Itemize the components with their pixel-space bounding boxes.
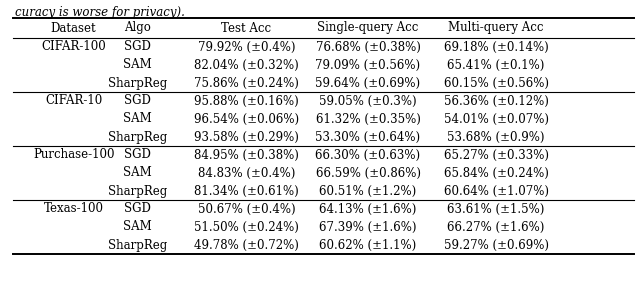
Text: 59.64% (±0.69%): 59.64% (±0.69%) — [316, 77, 420, 89]
Text: 61.32% (±0.35%): 61.32% (±0.35%) — [316, 113, 420, 126]
Text: Test Acc: Test Acc — [221, 21, 271, 34]
Text: Dataset: Dataset — [51, 21, 97, 34]
Text: SAM: SAM — [124, 113, 152, 126]
Text: 63.61% (±1.5%): 63.61% (±1.5%) — [447, 203, 545, 216]
Text: 75.86% (±0.24%): 75.86% (±0.24%) — [194, 77, 299, 89]
Text: 53.30% (±0.64%): 53.30% (±0.64%) — [316, 130, 420, 143]
Text: SGD: SGD — [124, 40, 151, 53]
Text: 67.39% (±1.6%): 67.39% (±1.6%) — [319, 220, 417, 233]
Text: 69.18% (±0.14%): 69.18% (±0.14%) — [444, 40, 548, 53]
Text: CIFAR-10: CIFAR-10 — [45, 94, 102, 108]
Text: Texas-100: Texas-100 — [44, 203, 104, 216]
Text: 66.30% (±0.63%): 66.30% (±0.63%) — [316, 148, 420, 162]
Text: 66.59% (±0.86%): 66.59% (±0.86%) — [316, 167, 420, 179]
Text: 49.78% (±0.72%): 49.78% (±0.72%) — [194, 238, 299, 252]
Text: 56.36% (±0.12%): 56.36% (±0.12%) — [444, 94, 548, 108]
Text: curacy is worse for privacy).: curacy is worse for privacy). — [15, 6, 185, 19]
Text: 66.27% (±1.6%): 66.27% (±1.6%) — [447, 220, 545, 233]
Text: 51.50% (±0.24%): 51.50% (±0.24%) — [194, 220, 299, 233]
Text: 65.27% (±0.33%): 65.27% (±0.33%) — [444, 148, 548, 162]
Text: 53.68% (±0.9%): 53.68% (±0.9%) — [447, 130, 545, 143]
Text: SGD: SGD — [124, 94, 151, 108]
Text: SharpReg: SharpReg — [108, 238, 167, 252]
Text: 81.34% (±0.61%): 81.34% (±0.61%) — [194, 184, 299, 198]
Text: SAM: SAM — [124, 59, 152, 72]
Text: 65.41% (±0.1%): 65.41% (±0.1%) — [447, 59, 545, 72]
Text: 60.51% (±1.2%): 60.51% (±1.2%) — [319, 184, 417, 198]
Text: SharpReg: SharpReg — [108, 130, 167, 143]
Text: 79.92% (±0.4%): 79.92% (±0.4%) — [198, 40, 295, 53]
Text: Purchase-100: Purchase-100 — [33, 148, 115, 162]
Text: Multi-query Acc: Multi-query Acc — [448, 21, 544, 34]
Text: 65.84% (±0.24%): 65.84% (±0.24%) — [444, 167, 548, 179]
Text: 96.54% (±0.06%): 96.54% (±0.06%) — [194, 113, 299, 126]
Text: SGD: SGD — [124, 203, 151, 216]
Text: SGD: SGD — [124, 148, 151, 162]
Text: 59.27% (±0.69%): 59.27% (±0.69%) — [444, 238, 548, 252]
Text: CIFAR-100: CIFAR-100 — [41, 40, 106, 53]
Text: 79.09% (±0.56%): 79.09% (±0.56%) — [316, 59, 420, 72]
Text: 84.83% (±0.4%): 84.83% (±0.4%) — [198, 167, 295, 179]
Text: 84.95% (±0.38%): 84.95% (±0.38%) — [194, 148, 299, 162]
Text: 64.13% (±1.6%): 64.13% (±1.6%) — [319, 203, 417, 216]
Text: 60.64% (±1.07%): 60.64% (±1.07%) — [444, 184, 548, 198]
Text: 93.58% (±0.29%): 93.58% (±0.29%) — [194, 130, 299, 143]
Text: SAM: SAM — [124, 220, 152, 233]
Text: SharpReg: SharpReg — [108, 184, 167, 198]
Text: 95.88% (±0.16%): 95.88% (±0.16%) — [194, 94, 299, 108]
Text: 82.04% (±0.32%): 82.04% (±0.32%) — [194, 59, 299, 72]
Text: 60.62% (±1.1%): 60.62% (±1.1%) — [319, 238, 417, 252]
Text: 59.05% (±0.3%): 59.05% (±0.3%) — [319, 94, 417, 108]
Text: 54.01% (±0.07%): 54.01% (±0.07%) — [444, 113, 548, 126]
Text: SharpReg: SharpReg — [108, 77, 167, 89]
Text: SAM: SAM — [124, 167, 152, 179]
Text: Algo: Algo — [124, 21, 151, 34]
Text: 60.15% (±0.56%): 60.15% (±0.56%) — [444, 77, 548, 89]
Text: Single-query Acc: Single-query Acc — [317, 21, 419, 34]
Text: 76.68% (±0.38%): 76.68% (±0.38%) — [316, 40, 420, 53]
Text: 50.67% (±0.4%): 50.67% (±0.4%) — [198, 203, 295, 216]
